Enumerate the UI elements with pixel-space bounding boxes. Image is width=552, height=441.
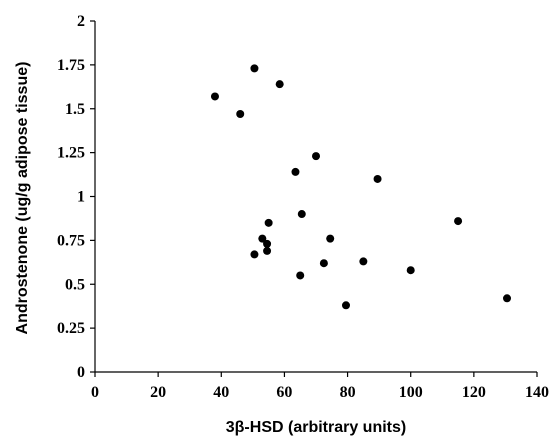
data-point bbox=[264, 218, 273, 227]
data-point bbox=[236, 110, 245, 119]
x-tick-label: 40 bbox=[213, 384, 229, 401]
data-points bbox=[210, 64, 512, 310]
data-point bbox=[373, 174, 382, 183]
data-point bbox=[291, 167, 300, 176]
y-tick-label: 0.75 bbox=[57, 232, 85, 249]
data-point bbox=[503, 294, 512, 303]
x-tick-label: 60 bbox=[276, 384, 292, 401]
y-ticks: 0 0.25 0.5 0.75 1 1.25 1.5 1.75 2 bbox=[57, 13, 95, 381]
y-tick-label: 1.5 bbox=[65, 101, 85, 118]
y-tick-label: 0 bbox=[77, 364, 85, 381]
data-point bbox=[263, 239, 272, 248]
axes bbox=[94, 21, 537, 373]
data-point bbox=[296, 271, 305, 280]
data-point bbox=[341, 301, 350, 310]
data-point bbox=[210, 92, 219, 101]
x-tick-label: 20 bbox=[150, 384, 166, 401]
x-tick-label: 0 bbox=[91, 384, 99, 401]
data-point bbox=[454, 217, 463, 226]
y-tick-label: 1.75 bbox=[57, 57, 85, 74]
x-axis-title: 3β-HSD (arbitrary units) bbox=[226, 419, 406, 436]
x-ticks: 0 20 40 60 80 100 120 140 bbox=[91, 372, 549, 401]
x-tick-label: 120 bbox=[462, 384, 486, 401]
y-tick-label: 2 bbox=[77, 13, 85, 30]
y-tick-label: 1 bbox=[77, 189, 85, 206]
data-point bbox=[319, 259, 328, 268]
x-tick-label: 140 bbox=[525, 384, 549, 401]
x-tick-label: 100 bbox=[399, 384, 423, 401]
data-point bbox=[275, 80, 284, 89]
data-point bbox=[258, 234, 267, 243]
data-point bbox=[250, 64, 259, 73]
data-point bbox=[250, 250, 259, 259]
data-point bbox=[359, 257, 368, 266]
data-point bbox=[406, 266, 415, 275]
y-tick-label: 0.25 bbox=[57, 320, 85, 337]
data-point bbox=[326, 234, 335, 243]
y-tick-label: 0.5 bbox=[65, 276, 85, 293]
data-point bbox=[263, 246, 272, 255]
y-axis-title: Androstenone (ug/g adipose tissue) bbox=[14, 62, 31, 335]
data-point bbox=[312, 152, 320, 161]
y-tick-label: 1.25 bbox=[57, 145, 85, 162]
data-point bbox=[297, 210, 306, 219]
x-tick-label: 80 bbox=[340, 384, 356, 401]
